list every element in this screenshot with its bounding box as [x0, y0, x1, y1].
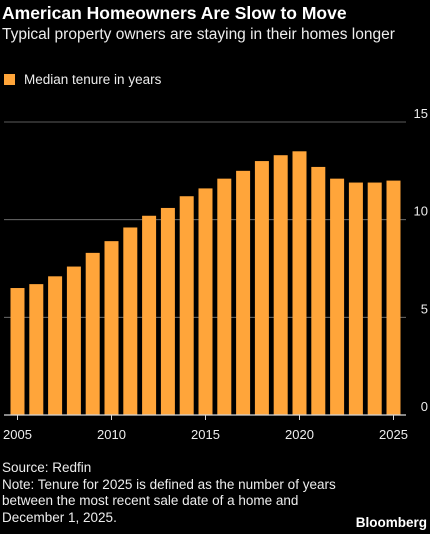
bar-2018: [254, 161, 269, 415]
y-tick-label: 15: [414, 106, 428, 121]
x-tick-label: 2025: [379, 427, 408, 442]
bar-2014: [179, 196, 194, 415]
bar-2022: [330, 178, 345, 415]
chart-footer: Source: Redfin Note: Tenure for 2025 is …: [2, 460, 362, 526]
bar-2010: [104, 241, 119, 415]
source-note: Source: Redfin: [2, 460, 92, 475]
bloomberg-logo: Bloomberg: [355, 515, 427, 530]
y-tick-label: 5: [421, 301, 428, 316]
bar-2006: [29, 284, 44, 415]
bar-2016: [217, 178, 232, 415]
bar-2019: [273, 155, 288, 415]
bar-2023: [348, 182, 363, 415]
bar-chart: 0 5 10 15 2005 2010 2015 2020 2025: [3, 106, 428, 442]
x-tick-label: 2010: [97, 427, 126, 442]
legend-label: Median tenure in years: [24, 72, 162, 87]
legend-swatch: [4, 74, 15, 85]
y-tick-label: 10: [414, 204, 428, 219]
x-tick-label: 2005: [3, 427, 32, 442]
bar-2008: [66, 266, 81, 415]
bar-2005: [10, 288, 25, 415]
legend: Median tenure in years: [4, 72, 161, 87]
bar-2011: [123, 227, 138, 415]
bar-2013: [160, 207, 175, 415]
y-tick-label: 0: [421, 399, 428, 414]
footnote: Note: Tenure for 2025 is defined as the …: [2, 476, 336, 525]
x-tick-label: 2020: [285, 427, 314, 442]
bar-2020: [292, 151, 307, 416]
bar-2012: [142, 215, 157, 415]
bar-2017: [236, 170, 251, 415]
chart-subtitle: Typical property owners are staying in t…: [2, 26, 395, 43]
x-tick-label: 2015: [191, 427, 220, 442]
bar-2015: [198, 188, 213, 415]
bar-2009: [85, 252, 100, 415]
bar-2024: [367, 182, 382, 415]
bar-2021: [311, 166, 326, 415]
chart-title: American Homeowners Are Slow to Move: [2, 3, 347, 23]
bar-2025: [386, 180, 401, 415]
bar-2007: [48, 276, 63, 415]
